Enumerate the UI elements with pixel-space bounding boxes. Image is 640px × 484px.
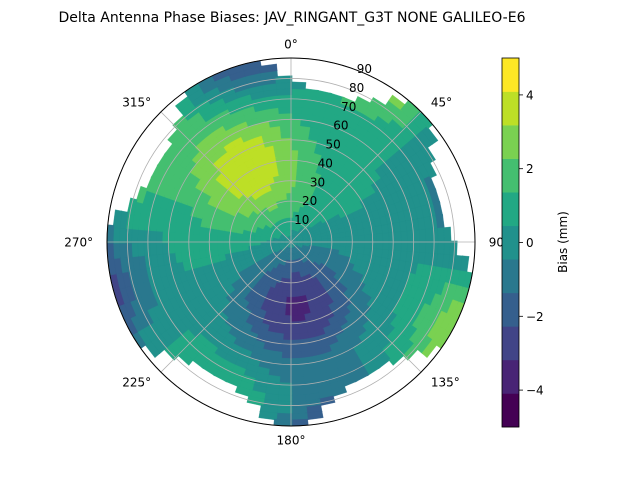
angular-tick-label: 270° [64, 236, 93, 250]
colorbar-label: Bias (mm) [556, 211, 570, 273]
radial-tick-label: 60 [333, 119, 348, 133]
contour-layer [107, 59, 474, 426]
radial-tick-label: 70 [341, 100, 356, 114]
contour-cell [443, 226, 452, 244]
colorbar-swatch [502, 58, 519, 92]
colorbar-swatch [502, 259, 519, 294]
angular-tick-label: 135° [431, 375, 460, 389]
colorbar-swatch [502, 125, 519, 159]
colorbar-tick-label: −2 [526, 310, 544, 324]
colorbar: −4 −2 0 2 4 [501, 57, 544, 428]
chart-title: Delta Antenna Phase Biases: JAV_RINGANT_… [59, 10, 526, 26]
colorbar-tick-label: 0 [526, 236, 534, 250]
radial-tick-label: 80 [349, 81, 364, 95]
radial-tick-label: 20 [302, 194, 317, 208]
radial-tick-label: 50 [325, 138, 340, 152]
angular-tick-label: 225° [122, 375, 151, 389]
radial-tick-label: 10 [294, 213, 309, 227]
angular-tick-label: 0° [284, 38, 298, 52]
radial-tick-label: 30 [310, 175, 325, 189]
angular-tick-label: 45° [431, 96, 452, 110]
colorbar-tick-label: 2 [526, 162, 534, 176]
polar-grid [106, 57, 476, 427]
radial-tick-label: 40 [318, 156, 333, 170]
colorbar-swatch [502, 359, 519, 394]
radial-tick-label: 90 [357, 62, 372, 76]
colorbar-swatch [502, 192, 519, 227]
colorbar-swatch [502, 393, 519, 428]
colorbar-tick-label: 4 [526, 88, 534, 102]
colorbar-swatch [502, 326, 519, 361]
contour-cell [275, 75, 293, 84]
colorbar-tick-label: −4 [526, 384, 544, 398]
colorbar-swatch [502, 292, 519, 327]
angular-tick-label: 180° [277, 433, 306, 447]
contour-cell [289, 81, 307, 90]
colorbar-swatch [502, 158, 519, 193]
colorbar-swatch [502, 91, 519, 126]
colorbar-swatch [502, 225, 519, 260]
angular-tick-label: 315° [122, 96, 151, 110]
